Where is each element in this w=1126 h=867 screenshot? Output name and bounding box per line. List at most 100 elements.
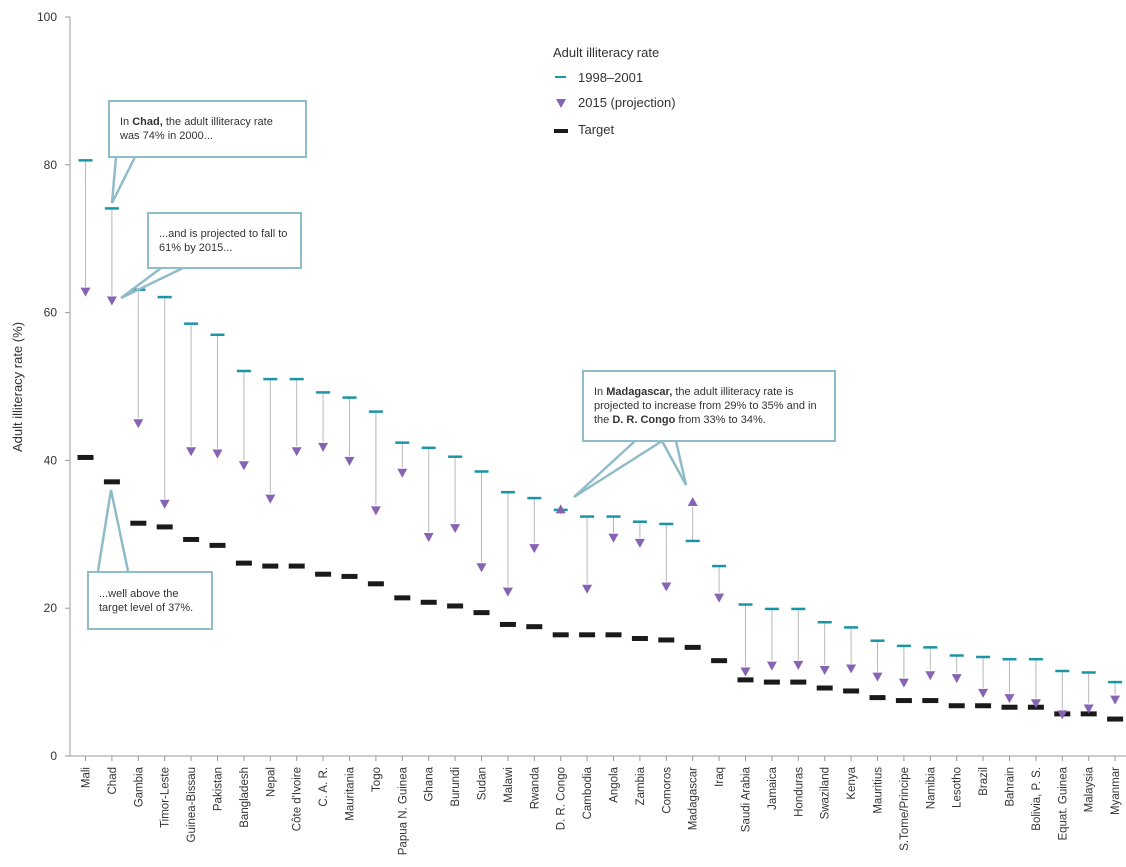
category-label-pakistan: Pakistan [213, 767, 225, 811]
category-label-bangladesh: Bangladesh [239, 767, 251, 828]
rate2000-mark-c-te-d-ivoire [289, 377, 304, 381]
projection-mark-papua-n-guinea [397, 468, 408, 478]
category-label-ghana: Ghana [424, 766, 436, 801]
projection-mark-c-a-r [318, 442, 329, 452]
category-label-s-tome-principe: S.Tome/Principe [899, 767, 911, 851]
projection-mark-ghana [423, 532, 434, 542]
projection-mark-equat-guinea [1057, 710, 1068, 720]
rate2000-mark-brazil [976, 655, 991, 659]
category-label-mauritania: Mauritania [345, 766, 357, 820]
rate2000-mark-angola [606, 515, 621, 518]
target-mark-d-r-congo [552, 632, 569, 638]
legend: Adult illiteracy rate 1998–2001 2015 (pr… [553, 45, 676, 137]
target-mark-malaysia [1080, 711, 1097, 717]
category-label-cambodia: Cambodia [582, 766, 594, 819]
category-label-timor-leste: Timor-Leste [160, 767, 172, 828]
projection-mark-kenya [846, 664, 857, 674]
category-label-equat-guinea: Equat. Guinea [1057, 766, 1069, 840]
projection-mark-sudan [476, 563, 487, 573]
projection-mark-jamaica [766, 661, 777, 671]
category-label-papua-n-guinea: Papua N. Guinea [397, 766, 409, 855]
category-label-namibia: Namibia [925, 766, 937, 809]
category-label-jamaica: Jamaica [767, 766, 779, 809]
rate2000-mark-bahrain [1002, 657, 1017, 661]
legend-label-1998-2001: 1998–2001 [578, 70, 643, 85]
projection-mark-c-te-d-ivoire [291, 447, 302, 457]
rate2000-mark-iraq [712, 564, 727, 568]
rate2000-mark-honduras [791, 607, 806, 611]
projection-mark-swaziland [819, 666, 830, 676]
projection-mark-mali [80, 287, 91, 297]
target-mark-cambodia [579, 632, 596, 638]
callout-pointer-madagascar [660, 440, 688, 486]
callout-chad-target: ...well above the target level of 37%. [87, 571, 213, 630]
projection-mark-madagascar [687, 497, 698, 507]
target-mark-myanmar [1107, 716, 1124, 722]
target-mark-malawi [499, 621, 516, 627]
legend-swatch-projection [556, 99, 566, 108]
y-tick-label-100: 100 [37, 10, 57, 24]
target-mark-swaziland [816, 685, 833, 691]
legend-title: Adult illiteracy rate [553, 45, 659, 60]
legend-label-projection: 2015 (projection) [578, 95, 676, 110]
projection-mark-bahrain [1004, 694, 1015, 704]
rate2000-mark-ghana [421, 446, 436, 450]
category-label-lesotho: Lesotho [952, 767, 964, 808]
rate2000-mark-guinea-bissau [184, 322, 199, 325]
rate2000-mark-namibia [923, 646, 938, 649]
projection-mark-rwanda [529, 544, 540, 554]
category-label-malaysia: Malaysia [1084, 766, 1096, 812]
category-label-iraq: Iraq [714, 767, 726, 787]
callout-madagascar: In Madagascar, the adult illiteracy rate… [582, 370, 836, 442]
projection-mark-zambia [634, 538, 645, 548]
legend-label-target: Target [578, 122, 615, 137]
category-label-honduras: Honduras [793, 767, 805, 817]
rate2000-mark-sudan [474, 470, 489, 473]
callout-pointer-chad-target [96, 489, 130, 572]
target-mark-brazil [975, 703, 992, 709]
callout-chad-2000: In Chad, the adult illiteracy rate was 7… [108, 100, 307, 158]
rate2000-mark-madagascar [685, 539, 700, 543]
category-label-burundi: Burundi [450, 767, 462, 807]
target-mark-c-te-d-ivoire [288, 563, 305, 569]
target-mark-gambia [130, 520, 147, 526]
target-mark-papua-n-guinea [394, 595, 411, 601]
projection-mark-nepal [265, 494, 276, 504]
category-label-swaziland: Swaziland [820, 767, 832, 819]
rate2000-mark-jamaica [764, 607, 779, 611]
rate2000-mark-malawi [500, 490, 515, 494]
category-label-brazil: Brazil [978, 767, 990, 796]
rate2000-mark-malaysia [1081, 671, 1096, 674]
projection-mark-s-tome-principe [898, 678, 909, 688]
target-mark-jamaica [763, 679, 780, 685]
projection-mark-comoros [661, 582, 672, 592]
rate2000-mark-mauritania [342, 396, 357, 399]
category-label-zambia: Zambia [635, 766, 647, 805]
target-mark-nepal [262, 563, 279, 569]
projection-mark-malawi [502, 587, 513, 597]
target-mark-mauritius [869, 695, 886, 701]
target-mark-guinea-bissau [183, 536, 200, 542]
target-mark-angola [605, 632, 622, 638]
category-label-gambia: Gambia [133, 766, 145, 807]
projection-mark-chad [106, 296, 117, 306]
target-mark-kenya [843, 688, 860, 694]
projection-mark-iraq [714, 593, 725, 603]
projection-mark-d-r-congo [555, 504, 566, 514]
target-mark-madagascar [684, 644, 701, 650]
category-label-myanmar: Myanmar [1110, 767, 1122, 815]
target-mark-comoros [658, 637, 675, 643]
projection-mark-saudi-arabia [740, 667, 751, 677]
target-mark-bahrain [1001, 704, 1018, 710]
rate2000-mark-cambodia [580, 515, 595, 518]
target-mark-zambia [631, 635, 648, 641]
target-mark-sudan [473, 610, 490, 616]
projection-mark-mauritius [872, 672, 883, 682]
projection-mark-malaysia [1083, 704, 1094, 714]
category-label-togo: Togo [371, 767, 383, 792]
target-mark-pakistan [209, 542, 226, 548]
rate2000-mark-c-a-r [316, 391, 331, 394]
projection-mark-pakistan [212, 449, 223, 459]
target-mark-namibia [922, 698, 939, 704]
legend-swatch-target [554, 129, 568, 133]
